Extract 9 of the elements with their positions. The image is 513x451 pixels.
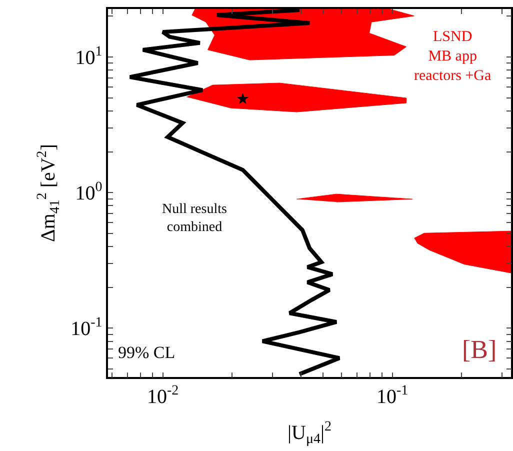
annotation: 99% CL: [118, 343, 176, 362]
annotation: Null results combined: [162, 202, 227, 236]
annotation: [B]: [462, 335, 497, 364]
y-tick-label: 10$^{-1}$: [70, 316, 102, 340]
x-axis-title: |U$_{μ4}$|$^{2}$: [288, 419, 332, 447]
annotation: LSND MB app reactors +Ga: [414, 29, 492, 84]
x-tick-label: 10$^{-2}$: [146, 383, 179, 408]
y-tick-label: 10$^{0}$: [75, 180, 102, 205]
y-tick-label: 10$^{1}$: [75, 44, 102, 69]
